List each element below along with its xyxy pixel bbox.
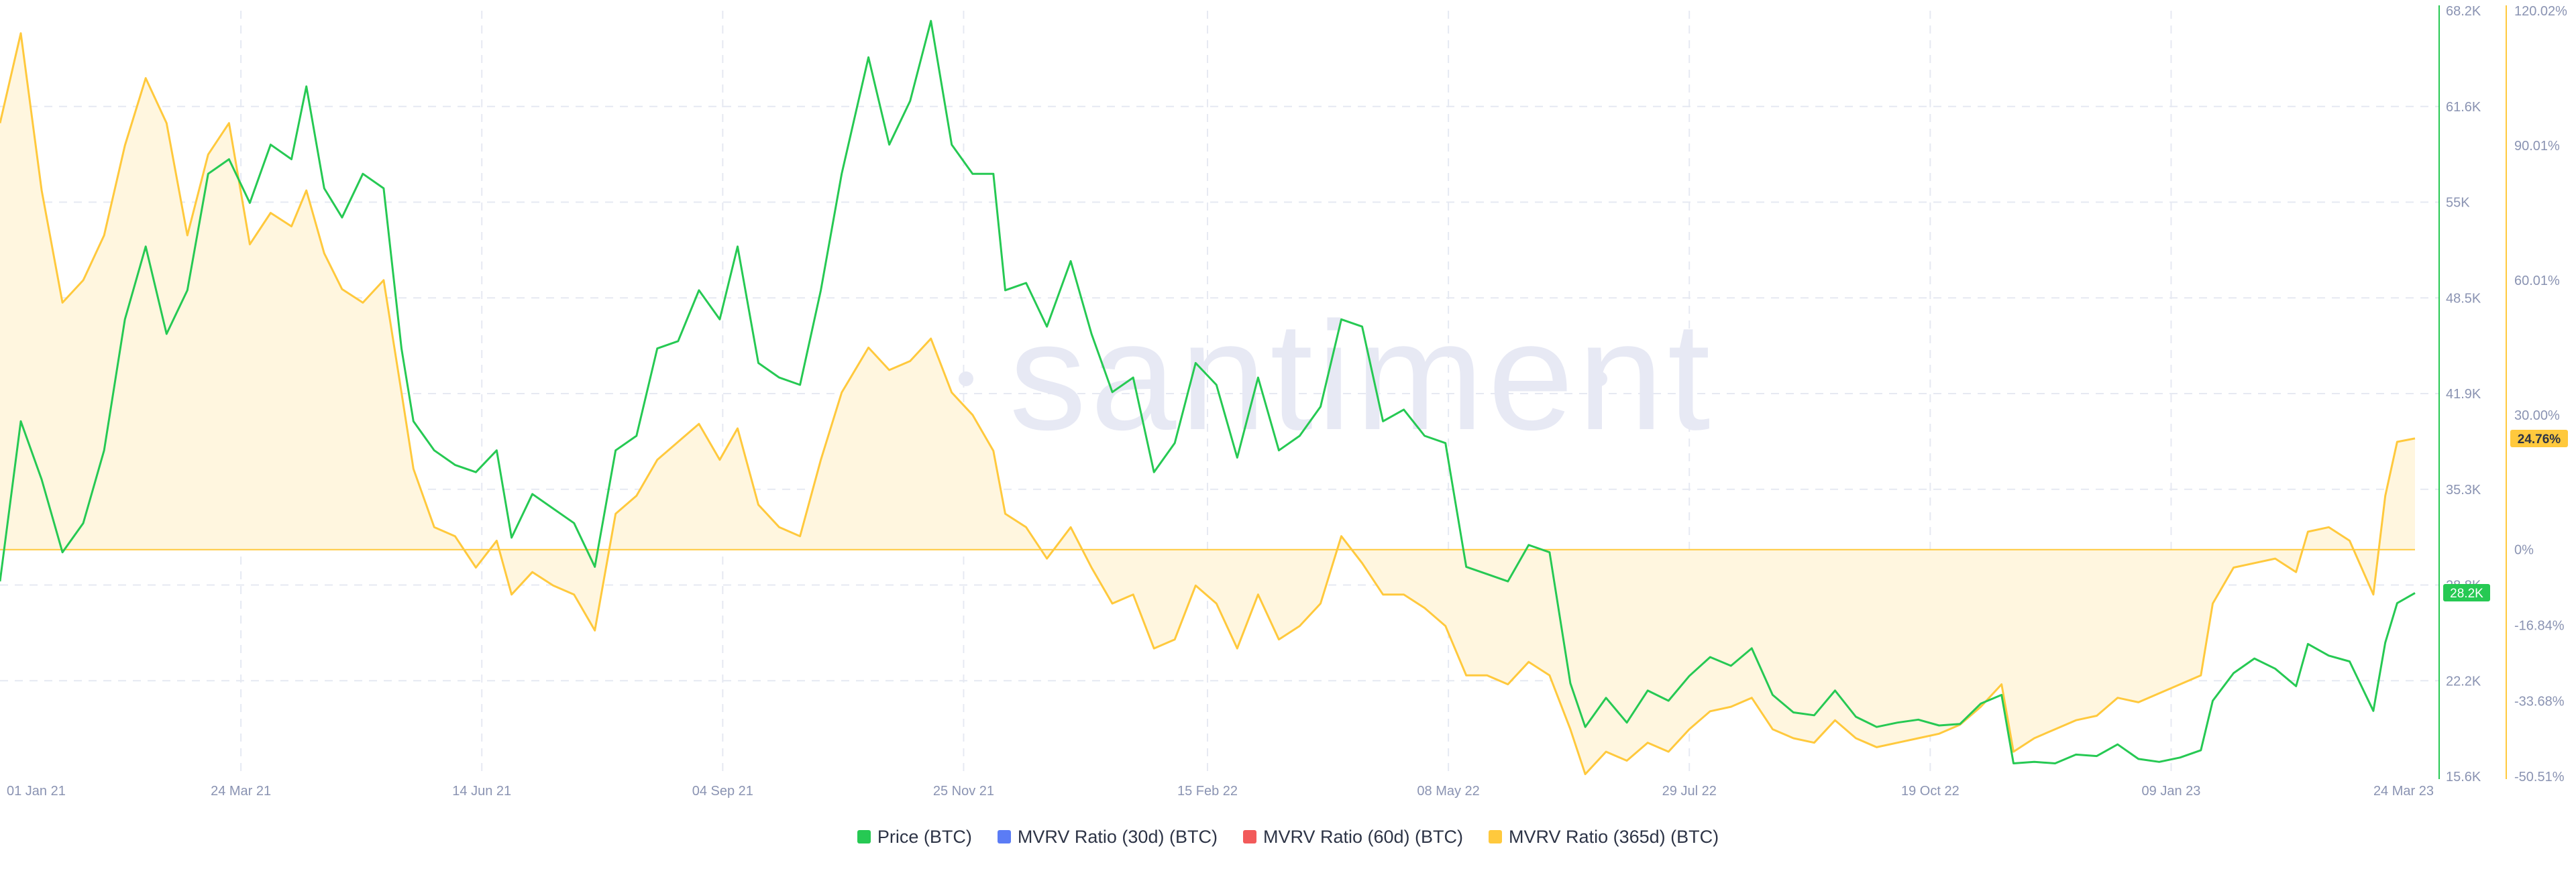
legend-item-price[interactable]: Price (BTC) — [857, 827, 972, 848]
mvrv-365d-line — [0, 32, 2416, 776]
price-axis-ticks: 68.2K61.6K55K48.5K41.9K35.3K28.8K22.2K15… — [2446, 4, 2481, 784]
legend-item-mvrv-365d[interactable]: MVRV Ratio (365d) (BTC) — [1489, 827, 1719, 848]
legend-item-mvrv-60d[interactable]: MVRV Ratio (60d) (BTC) — [1242, 826, 1464, 848]
mvrv-365d-area — [0, 33, 2415, 774]
legend-label-mvrv-365d: MVRV Ratio (365d) (BTC) — [1509, 826, 1719, 847]
series-layer — [0, 19, 2416, 776]
legend-swatch-mvrv-365d — [1489, 830, 1503, 843]
x-tick-label: 29 Jul 22 — [1662, 784, 1717, 799]
axis-layer — [2438, 5, 2507, 779]
price-current-label: 28.2K — [2450, 587, 2483, 601]
price-tick-label: 22.2K — [2446, 674, 2481, 689]
price-tick-label: 61.6K — [2446, 100, 2481, 115]
mvrv-tick-label: -16.84% — [2514, 619, 2565, 634]
x-tick-label: 24 Mar 23 — [2373, 784, 2434, 799]
mvrv-tick-label: -33.68% — [2514, 694, 2565, 709]
legend-swatch-mvrv-60d — [1242, 830, 1256, 843]
mvrv-current-badge — [2510, 430, 2568, 447]
price-tick-label: 48.5K — [2446, 291, 2481, 306]
mvrv-tick-label: 60.01% — [2514, 274, 2560, 288]
current-value-badges: 28.2K 24.76% — [2443, 430, 2568, 601]
price-line — [0, 19, 2416, 764]
legend-item-mvrv-30d[interactable]: MVRV Ratio (30d) (BTC) — [997, 826, 1218, 848]
x-tick-label: 15 Feb 22 — [1177, 784, 1238, 799]
price-current-badge — [2443, 584, 2490, 601]
watermark-dot-right — [1593, 371, 1607, 386]
x-tick-label: 01 Jan 21 — [7, 784, 66, 799]
x-tick-label: 19 Oct 22 — [1901, 784, 1960, 799]
legend-label-mvrv-60d: MVRV Ratio (60d) (BTC) — [1263, 826, 1464, 847]
price-tick-label: 35.3K — [2446, 483, 2481, 498]
mvrv-axis-ticks: 120.02% 90.01% 60.01% 30.00% 0% -16.84% -33.68… — [2514, 4, 2567, 784]
price-tick-label: 55K — [2446, 196, 2470, 211]
mvrv-tick-label: 0% — [2514, 543, 2534, 558]
x-tick-label: 09 Jan 23 — [2142, 784, 2201, 799]
legend-label-price: Price (BTC) — [877, 826, 972, 847]
mvrv-current-label: 24.76% — [2518, 432, 2561, 447]
x-tick-label: 25 Nov 21 — [933, 784, 994, 799]
price-tick-label: 68.2K — [2446, 4, 2481, 19]
chart-legend: Price (BTC) MVRV Ratio (30d) (BTC) MVRV … — [0, 823, 2576, 850]
price-tick-label: 41.9K — [2446, 387, 2481, 402]
santiment-watermark: santiment — [1009, 290, 1714, 462]
x-tick-label: 04 Sep 21 — [692, 784, 753, 799]
price-tick-label: 15.6K — [2446, 770, 2481, 784]
x-tick-label: 24 Mar 21 — [211, 784, 271, 799]
mvrv-tick-label: -50.51% — [2514, 770, 2565, 784]
legend-label-mvrv-30d: MVRV Ratio (30d) (BTC) — [1017, 826, 1218, 847]
legend-swatch-mvrv-30d — [997, 830, 1011, 843]
x-axis-ticks: 01 Jan 21 24 Mar 21 14 Jun 21 04 Sep 21 25 N… — [7, 784, 2434, 799]
mvrv-tick-label: 120.02% — [2514, 4, 2567, 19]
watermark-dot-left — [959, 371, 973, 386]
mvrv-tick-label: 30.00% — [2514, 408, 2560, 423]
mvrv-tick-label: 90.01% — [2514, 139, 2560, 154]
legend-swatch-price — [857, 830, 871, 843]
x-tick-label: 08 May 22 — [1417, 784, 1479, 799]
x-tick-label: 14 Jun 21 — [452, 784, 511, 799]
